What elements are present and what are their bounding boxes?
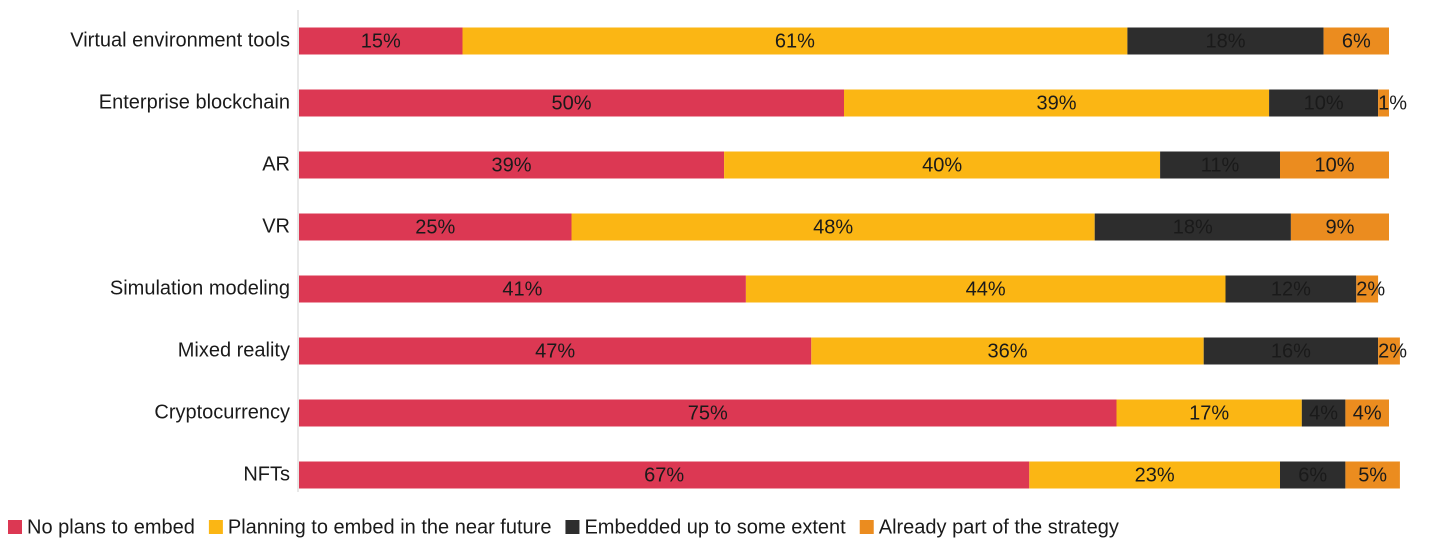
- bar-segment: [1345, 399, 1389, 427]
- data-label: 4%: [1309, 402, 1338, 424]
- data-label: 2%: [1356, 278, 1385, 300]
- bar-segment: [1160, 151, 1280, 179]
- bar-segment: [299, 337, 812, 365]
- bar-segment: [811, 337, 1204, 365]
- bar-segment: [1269, 89, 1379, 117]
- bar-segment: [299, 399, 1117, 427]
- legend-swatch: [859, 520, 874, 534]
- data-label: 9%: [1325, 216, 1354, 238]
- bar-segment: [1323, 27, 1389, 55]
- data-label: 48%: [813, 216, 853, 238]
- legend-label: Already part of the strategy: [879, 516, 1119, 538]
- bar-segment: [1280, 461, 1346, 489]
- data-label: 18%: [1205, 30, 1245, 52]
- y-tick-label: Virtual environment tools: [70, 29, 290, 51]
- bar-segment: [1127, 27, 1324, 55]
- data-label: 75%: [688, 402, 728, 424]
- bar-segment: [844, 89, 1270, 117]
- bar-segment: [299, 461, 1030, 489]
- bar-segment: [745, 275, 1226, 303]
- data-label: 17%: [1189, 402, 1229, 424]
- legend-swatch: [208, 520, 223, 534]
- data-label: 11%: [1201, 154, 1240, 176]
- legend-label: No plans to embed: [27, 516, 195, 538]
- bar-segment: [299, 89, 844, 117]
- legend-swatch: [8, 520, 22, 534]
- bar-segment: [1280, 151, 1389, 179]
- data-label: 39%: [492, 154, 532, 176]
- data-label: 36%: [987, 340, 1027, 362]
- y-tick-label: NFTs: [243, 463, 290, 485]
- data-label: 47%: [535, 340, 575, 362]
- data-label: 50%: [551, 92, 591, 114]
- bar-segment: [1094, 213, 1291, 241]
- data-label: 5%: [1358, 464, 1387, 486]
- data-label: 40%: [922, 154, 962, 176]
- data-label: 10%: [1304, 92, 1344, 114]
- legend-swatch: [565, 520, 580, 534]
- data-label: 1%: [1378, 92, 1407, 114]
- bar-segment: [299, 27, 463, 55]
- data-label: 39%: [1037, 92, 1077, 114]
- data-label: 12%: [1271, 278, 1311, 300]
- data-label: 23%: [1135, 464, 1175, 486]
- data-label: 6%: [1298, 464, 1327, 486]
- data-label: 67%: [644, 464, 684, 486]
- data-label: 4%: [1353, 402, 1382, 424]
- y-tick-label: AR: [262, 153, 290, 175]
- bar-segment: [1378, 337, 1400, 365]
- y-tick-label: Simulation modeling: [110, 277, 290, 299]
- bar-segment: [1345, 461, 1400, 489]
- bar-segment: [462, 27, 1128, 55]
- legend-label: Planning to embed in the near future: [228, 516, 552, 538]
- bar-segment: [299, 151, 725, 179]
- data-label: 44%: [966, 278, 1006, 300]
- data-label: 18%: [1173, 216, 1213, 238]
- bar-segment: [1116, 399, 1302, 427]
- data-label: 6%: [1342, 30, 1371, 52]
- bar-segment: [299, 275, 746, 303]
- bar-segment: [1301, 399, 1346, 427]
- y-tick-label: Cryptocurrency: [154, 401, 290, 423]
- bar-segment: [724, 151, 1161, 179]
- bar-segment: [571, 213, 1095, 241]
- data-label: 61%: [775, 30, 815, 52]
- y-tick-label: Enterprise blockchain: [99, 91, 290, 113]
- data-label: 16%: [1271, 340, 1311, 362]
- bar-segment: [1290, 213, 1389, 241]
- data-label: 15%: [361, 30, 401, 52]
- bar-segment: [1356, 275, 1379, 303]
- bar-segment: [1225, 275, 1357, 303]
- bar-segment: [299, 213, 572, 241]
- bar-segment: [1378, 89, 1389, 117]
- bar-segment: [1203, 337, 1379, 365]
- data-label: 25%: [415, 216, 455, 238]
- data-label: 41%: [502, 278, 542, 300]
- data-label: 2%: [1378, 340, 1407, 362]
- y-tick-label: VR: [262, 215, 290, 237]
- y-tick-label: Mixed reality: [178, 339, 290, 361]
- data-label: 10%: [1314, 154, 1354, 176]
- bar-segment: [1029, 461, 1280, 489]
- legend-label: Embedded up to some extent: [584, 516, 846, 538]
